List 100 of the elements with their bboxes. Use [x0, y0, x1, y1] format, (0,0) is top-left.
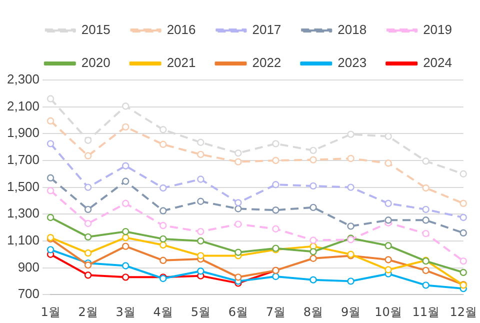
legend-label: 2024 — [423, 55, 452, 70]
point — [460, 268, 467, 276]
y-tick-label: 1,500 — [6, 178, 40, 194]
y-tick-label: 900 — [18, 259, 40, 274]
x-tick-label: 4월 — [153, 304, 173, 319]
point — [84, 152, 92, 160]
point — [347, 222, 354, 230]
x-tick-label: 12월 — [450, 304, 478, 319]
point — [310, 156, 317, 164]
y-tick-label: 2,100 — [6, 98, 40, 114]
point — [122, 228, 130, 236]
point — [197, 138, 204, 146]
x-tick-label: 7월 — [266, 304, 286, 319]
point — [310, 276, 317, 284]
point — [347, 278, 354, 285]
legend-label: 2019 — [423, 22, 452, 38]
point — [84, 249, 92, 257]
point — [384, 132, 392, 140]
point — [234, 205, 242, 212]
point — [384, 160, 392, 167]
point — [272, 181, 280, 188]
point — [422, 158, 430, 165]
point — [84, 220, 92, 228]
point — [46, 174, 54, 182]
point — [122, 123, 130, 131]
legend-label: 2023 — [338, 55, 367, 70]
point — [234, 248, 242, 256]
point — [46, 117, 54, 125]
point — [272, 140, 280, 148]
point — [122, 162, 130, 170]
point — [384, 216, 392, 224]
point — [347, 130, 354, 138]
x-tick-label: 2월 — [78, 304, 98, 319]
point — [422, 266, 430, 274]
legend-label: 2020 — [81, 55, 110, 70]
point — [160, 184, 167, 192]
x-tick-label: 3월 — [116, 304, 136, 319]
point — [122, 242, 130, 250]
point — [197, 268, 204, 275]
y-tick-label: 1,300 — [6, 206, 40, 221]
point — [234, 150, 242, 157]
point — [347, 154, 354, 162]
point — [160, 256, 167, 264]
point — [234, 158, 242, 166]
y-tick-label: 1,700 — [6, 152, 40, 168]
point — [460, 229, 467, 237]
point — [160, 222, 167, 230]
point — [272, 272, 280, 280]
x-tick-label: 5월 — [190, 304, 210, 319]
y-tick-label: 1,100 — [6, 232, 40, 248]
x-tick-label: 9월 — [340, 304, 361, 319]
point — [84, 272, 92, 279]
point — [310, 254, 317, 262]
point — [422, 282, 430, 289]
point — [422, 184, 430, 192]
point — [234, 199, 242, 206]
point — [122, 262, 130, 270]
legend-label: 2021 — [166, 55, 196, 70]
point — [160, 235, 167, 243]
point — [272, 156, 280, 164]
point — [84, 136, 92, 144]
point — [84, 184, 92, 191]
point — [197, 198, 204, 205]
point — [310, 204, 317, 212]
point — [272, 225, 280, 232]
point — [160, 126, 167, 134]
point — [460, 257, 467, 265]
point — [422, 230, 430, 238]
point — [460, 170, 467, 178]
point — [460, 214, 467, 222]
point — [84, 233, 92, 241]
point — [197, 176, 204, 183]
point — [197, 237, 204, 245]
point — [197, 228, 204, 236]
point — [197, 150, 204, 158]
point — [160, 140, 167, 148]
point — [384, 200, 392, 207]
point — [422, 206, 430, 214]
point — [234, 274, 242, 281]
point — [84, 206, 92, 214]
point — [272, 206, 280, 214]
x-tick-label: 1월 — [40, 304, 60, 319]
x-tick-label: 6월 — [228, 304, 248, 319]
point — [46, 140, 54, 148]
x-tick-label: 10월 — [374, 304, 402, 319]
legend-label: 2016 — [166, 22, 196, 38]
point — [310, 182, 317, 190]
x-tick-label: 8월 — [303, 304, 324, 319]
point — [46, 214, 54, 222]
point — [384, 266, 392, 274]
y-tick-label: 2,300 — [6, 72, 40, 87]
y-tick-label: 700 — [18, 286, 40, 302]
point — [422, 216, 430, 224]
point — [310, 146, 317, 154]
point — [347, 184, 354, 191]
point — [46, 95, 54, 102]
legend-label: 2017 — [252, 22, 282, 38]
point — [310, 236, 317, 244]
point — [46, 187, 54, 194]
point — [160, 241, 167, 249]
